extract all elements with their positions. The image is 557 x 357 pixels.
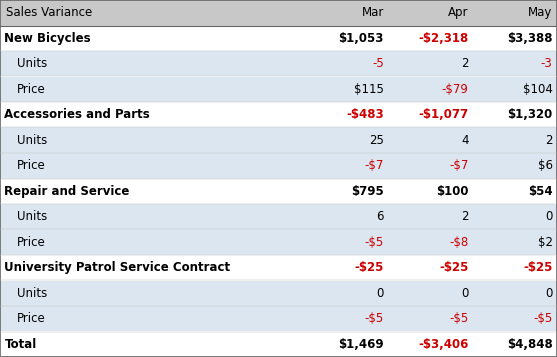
Text: -$7: -$7	[364, 159, 384, 172]
Bar	[0, 51, 557, 76]
Text: -$25: -$25	[439, 261, 468, 274]
Bar	[0, 306, 557, 332]
Text: -$483: -$483	[346, 108, 384, 121]
Text: $4,848: $4,848	[507, 338, 553, 351]
Text: -$5: -$5	[533, 312, 553, 325]
Text: -3: -3	[541, 57, 553, 70]
Text: -$5: -$5	[364, 236, 384, 249]
Text: New Bicycles: New Bicycles	[4, 32, 91, 45]
Text: 6: 6	[377, 210, 384, 223]
Text: Units: Units	[17, 210, 47, 223]
Text: Units: Units	[17, 134, 47, 147]
Bar	[0, 281, 557, 306]
Text: -$79: -$79	[442, 83, 468, 96]
Text: Apr: Apr	[448, 6, 468, 19]
Text: -$5: -$5	[364, 312, 384, 325]
Text: -5: -5	[372, 57, 384, 70]
Text: $3,388: $3,388	[507, 32, 553, 45]
Text: Price: Price	[17, 159, 46, 172]
Text: $795: $795	[351, 185, 384, 198]
Text: $1,469: $1,469	[338, 338, 384, 351]
Text: $54: $54	[528, 185, 553, 198]
Text: $1,320: $1,320	[507, 108, 553, 121]
Text: University Patrol Service Contract: University Patrol Service Contract	[4, 261, 231, 274]
Text: $100: $100	[436, 185, 468, 198]
Text: Repair and Service: Repair and Service	[4, 185, 130, 198]
Text: $6: $6	[538, 159, 553, 172]
Bar	[0, 76, 557, 102]
Text: -$7: -$7	[449, 159, 468, 172]
Text: May: May	[528, 6, 553, 19]
Text: 2: 2	[461, 210, 468, 223]
Text: 0: 0	[377, 287, 384, 300]
Bar	[0, 0, 557, 25]
Text: 2: 2	[545, 134, 553, 147]
Text: $115: $115	[354, 83, 384, 96]
Text: 0: 0	[461, 287, 468, 300]
Text: -$2,318: -$2,318	[418, 32, 468, 45]
Text: 0: 0	[545, 287, 553, 300]
Text: $104: $104	[522, 83, 553, 96]
Text: -$1,077: -$1,077	[418, 108, 468, 121]
Text: -$25: -$25	[523, 261, 553, 274]
Text: 0: 0	[545, 210, 553, 223]
Text: $1,053: $1,053	[339, 32, 384, 45]
Bar	[0, 255, 557, 281]
Bar	[0, 332, 557, 357]
Text: Units: Units	[17, 57, 47, 70]
Bar	[0, 127, 557, 153]
Text: Total: Total	[4, 338, 37, 351]
Text: Price: Price	[17, 83, 46, 96]
Text: Mar: Mar	[361, 6, 384, 19]
Bar	[0, 230, 557, 255]
Text: $2: $2	[538, 236, 553, 249]
Bar	[0, 102, 557, 127]
Text: 2: 2	[461, 57, 468, 70]
Bar	[0, 153, 557, 178]
Text: -$25: -$25	[354, 261, 384, 274]
Text: Accessories and Parts: Accessories and Parts	[4, 108, 150, 121]
Text: 4: 4	[461, 134, 468, 147]
Text: 25: 25	[369, 134, 384, 147]
Text: -$8: -$8	[449, 236, 468, 249]
Bar	[0, 25, 557, 51]
Bar	[0, 178, 557, 204]
Text: Units: Units	[17, 287, 47, 300]
Text: -$5: -$5	[449, 312, 468, 325]
Text: Price: Price	[17, 236, 46, 249]
Text: Sales Variance: Sales Variance	[6, 6, 92, 19]
Bar	[0, 204, 557, 230]
Text: Price: Price	[17, 312, 46, 325]
Text: -$3,406: -$3,406	[418, 338, 468, 351]
